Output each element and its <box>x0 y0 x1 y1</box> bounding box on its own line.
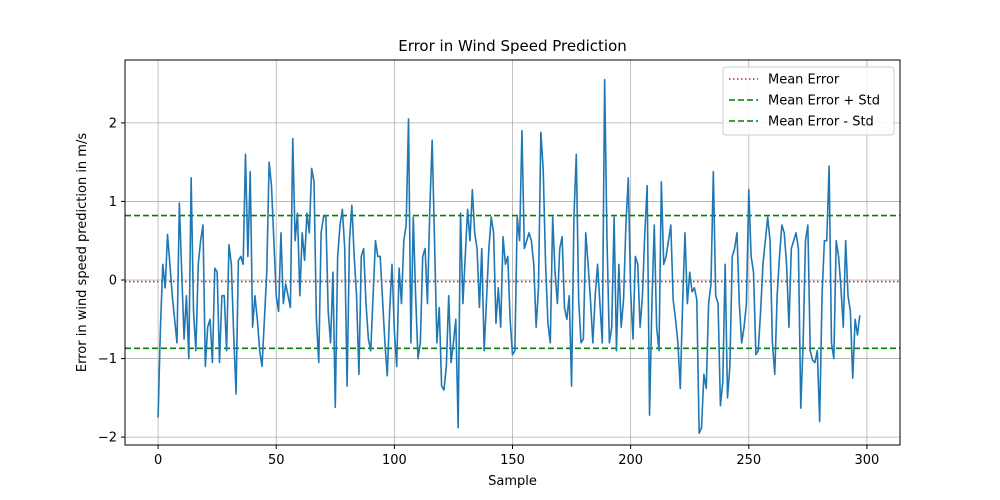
x-axis-label: Sample <box>488 474 537 489</box>
y-tick-label: −2 <box>98 431 117 446</box>
x-tick-label: 300 <box>855 453 880 468</box>
y-tick-label: 0 <box>109 274 117 289</box>
legend-label: Mean Error + Std <box>768 94 880 109</box>
y-tick-label: 2 <box>109 116 117 131</box>
legend: Mean Error Mean Error + Std Mean Error - S… <box>722 66 895 136</box>
chart-title: Error in Wind Speed Prediction <box>398 37 627 55</box>
x-tick-label: 150 <box>500 453 525 468</box>
x-tick-label: 250 <box>736 453 761 468</box>
y-tick-label: −1 <box>98 352 117 367</box>
series-line <box>157 78 861 435</box>
y-axis-label: Error in wind speed prediction in m/s <box>75 133 90 372</box>
legend-label: Mean Error - Std <box>768 115 874 130</box>
legend-label: Mean Error <box>768 73 840 88</box>
series-layer <box>157 78 861 435</box>
x-tick-label: 0 <box>154 453 162 468</box>
x-tick-label: 100 <box>382 453 407 468</box>
y-tick-label: 1 <box>109 195 117 210</box>
legend-box <box>722 66 895 136</box>
x-tick-label: 200 <box>618 453 643 468</box>
y-axis-ticks: −2 −1 0 1 2 <box>98 116 125 446</box>
x-tick-label: 50 <box>268 453 285 468</box>
x-axis-ticks: 0 50 100 150 200 250 300 <box>154 445 879 468</box>
